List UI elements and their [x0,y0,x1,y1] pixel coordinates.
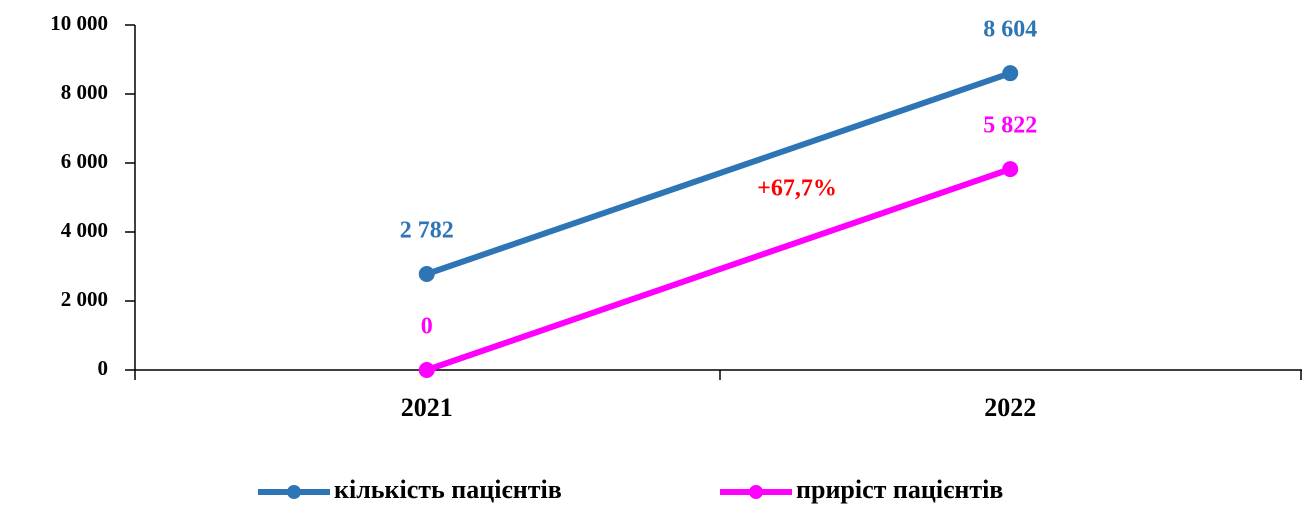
y-tick-label: 8 000 [61,80,108,104]
legend-marker [749,485,763,499]
value-label: 0 [421,314,433,340]
value-label: 2 782 [400,218,454,244]
x-tick-label: 2022 [984,393,1036,422]
legend-label: приріст пацієнтів [796,475,1003,504]
series-line [425,70,1012,277]
y-tick-label: 6 000 [61,149,108,173]
point [1002,65,1019,82]
point [1002,161,1019,178]
legend-label: кількість пацієнтів [334,475,562,504]
legend-marker [287,485,301,499]
value-label: 5 822 [983,113,1037,139]
y-tick-label: 4 000 [61,218,108,242]
x-tick-label: 2021 [401,393,453,422]
value-label: 8 604 [983,17,1037,43]
point [418,362,435,378]
y-tick-label: 0 [98,356,109,380]
series-line [425,166,1012,373]
annotation: +67,7% [757,176,837,202]
y-tick-label: 2 000 [61,287,108,311]
y-tick-label: 10 000 [50,11,108,35]
point [418,266,435,283]
